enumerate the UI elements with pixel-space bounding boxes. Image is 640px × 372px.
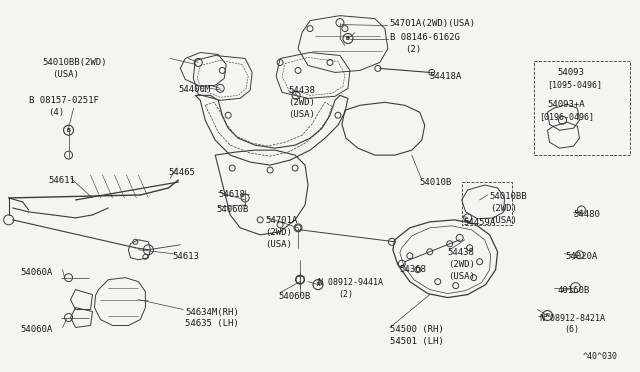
Text: 54010B: 54010B — [420, 178, 452, 187]
Text: 54701A: 54701A — [265, 216, 298, 225]
Text: 54465: 54465 — [168, 168, 195, 177]
Text: 54701A(2WD)(USA): 54701A(2WD)(USA) — [390, 19, 476, 28]
Text: 54060A: 54060A — [20, 326, 53, 334]
Text: (4): (4) — [49, 108, 65, 117]
Text: N 08912-9441A: N 08912-9441A — [318, 278, 383, 287]
Text: (2WD): (2WD) — [288, 98, 315, 108]
Text: 54611: 54611 — [49, 176, 76, 185]
Text: (2WD): (2WD) — [490, 204, 516, 213]
Text: (6): (6) — [564, 326, 579, 334]
Text: 54500 (RH): 54500 (RH) — [390, 326, 444, 334]
Text: 54418A: 54418A — [430, 73, 462, 81]
Text: B 08157-0251F: B 08157-0251F — [29, 96, 99, 105]
Text: 54060B: 54060B — [216, 205, 248, 214]
Text: 54613: 54613 — [172, 252, 199, 261]
Text: 54368: 54368 — [400, 265, 427, 274]
Text: B 08146-6162G: B 08146-6162G — [390, 33, 460, 42]
Text: (2): (2) — [405, 45, 421, 54]
Text: 54634M(RH): 54634M(RH) — [186, 308, 239, 317]
Text: (USA): (USA) — [288, 110, 315, 119]
Text: (USA): (USA) — [52, 70, 79, 80]
Text: 54010BB(2WD): 54010BB(2WD) — [43, 58, 107, 67]
Text: 54501 (LH): 54501 (LH) — [390, 337, 444, 346]
Text: N: N — [316, 282, 320, 287]
Text: 54480: 54480 — [573, 210, 600, 219]
Text: 54010BB: 54010BB — [490, 192, 527, 201]
Text: 54060A: 54060A — [20, 268, 53, 277]
Text: N: N — [546, 313, 549, 318]
Text: 40160B: 40160B — [557, 286, 589, 295]
Text: (2): (2) — [338, 290, 353, 299]
Text: B: B — [346, 36, 350, 41]
Text: [0196-0496]: [0196-0496] — [540, 112, 595, 121]
Text: 54093: 54093 — [557, 68, 584, 77]
Text: 54459A: 54459A — [464, 218, 496, 227]
Text: (USA): (USA) — [490, 216, 516, 225]
Text: 54438: 54438 — [448, 248, 475, 257]
Text: 54060B: 54060B — [278, 292, 310, 301]
Text: 54020A: 54020A — [566, 252, 598, 261]
Text: 54635 (LH): 54635 (LH) — [186, 320, 239, 328]
Text: [1095-0496]: [1095-0496] — [547, 80, 602, 89]
Text: (USA): (USA) — [265, 240, 292, 249]
Text: 54438: 54438 — [288, 86, 315, 95]
Text: (2WD): (2WD) — [448, 260, 475, 269]
Text: (2WD): (2WD) — [265, 228, 292, 237]
Text: 54400M: 54400M — [179, 86, 211, 94]
Text: B: B — [67, 128, 70, 133]
Text: N 08912-8421A: N 08912-8421A — [540, 314, 605, 323]
Text: 54093+A: 54093+A — [547, 100, 585, 109]
Text: ^40^030: ^40^030 — [582, 352, 618, 361]
Text: (USA): (USA) — [448, 272, 475, 281]
Text: 54618: 54618 — [218, 190, 245, 199]
